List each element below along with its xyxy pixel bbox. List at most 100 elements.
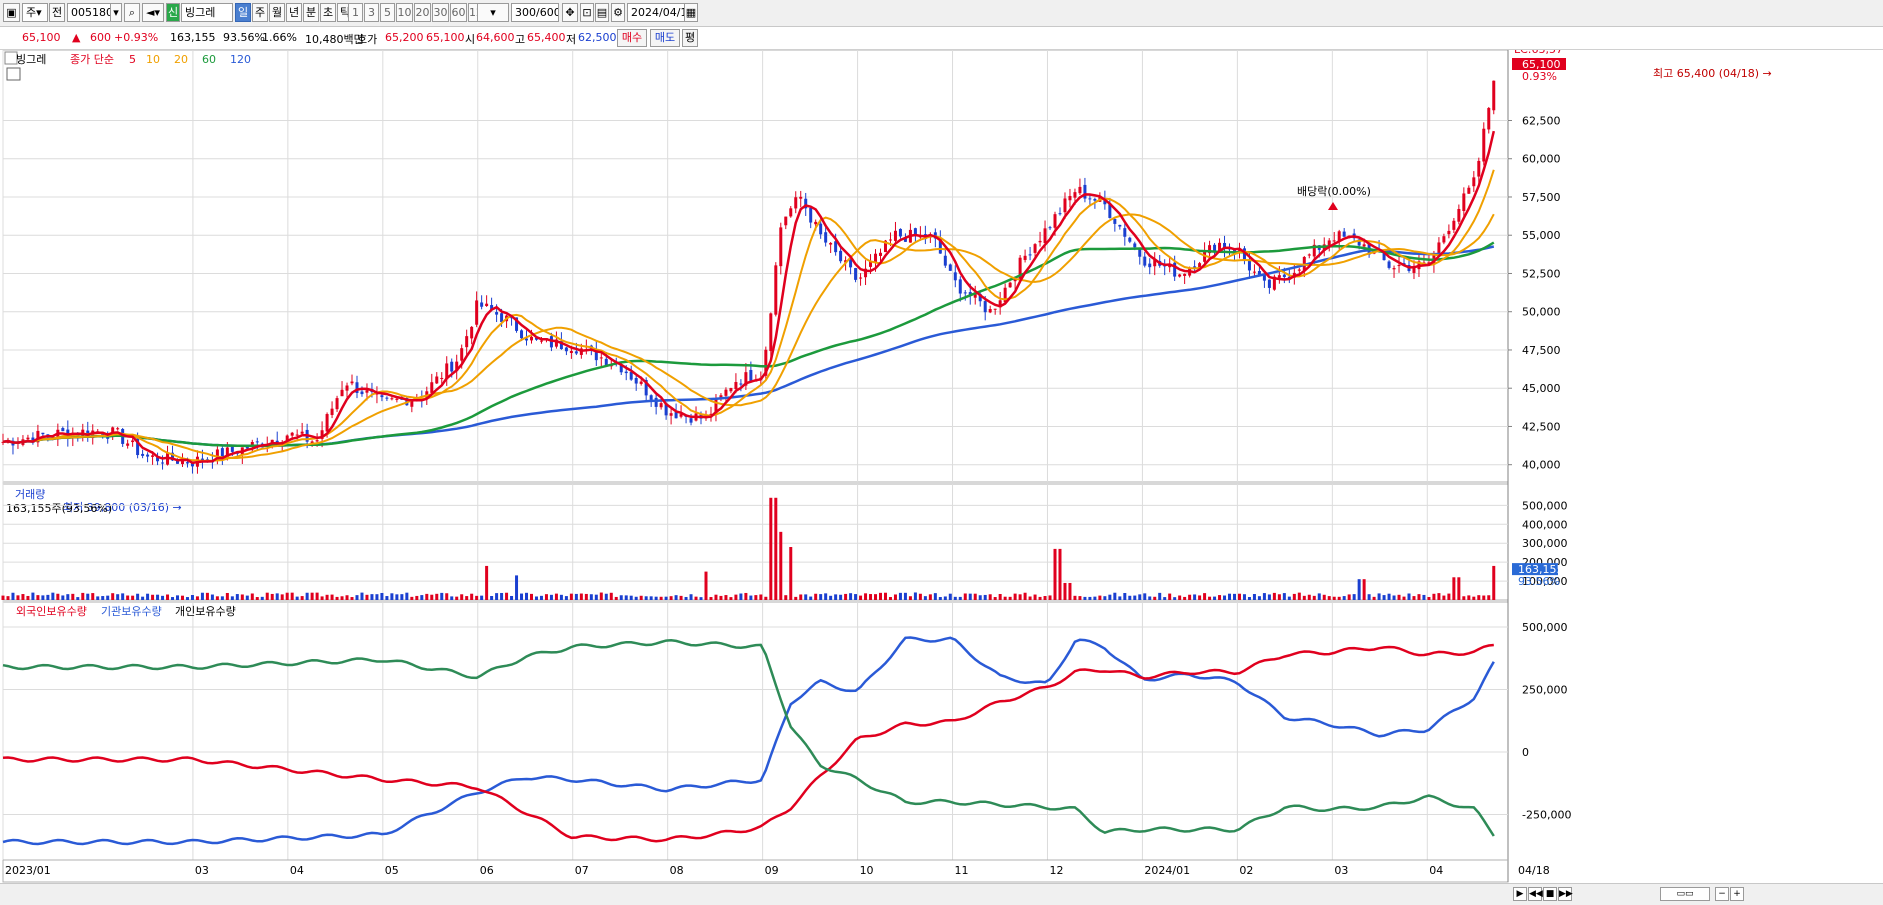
- candle-body: [1452, 220, 1456, 230]
- count-input[interactable]: 300/600: [511, 3, 559, 22]
- candle-body: [1043, 228, 1047, 244]
- buy-button[interactable]: 매수: [617, 29, 647, 47]
- y-tick-label: 55,000: [1522, 229, 1561, 242]
- chart-area[interactable]: 2023/01 03 04 05 06 07 08 09 10 11 12 2024/01 02 03 04…: [0, 50, 1883, 883]
- volume-bar: [729, 597, 733, 600]
- stock-code-input[interactable]: 005180: [67, 3, 122, 22]
- zoom-slider[interactable]: ▭▭: [1660, 887, 1710, 901]
- volume-bar: [500, 592, 504, 600]
- x-tick-label: 09: [765, 864, 779, 877]
- jeon-button[interactable]: 전: [49, 3, 65, 22]
- volume-bar: [549, 594, 553, 600]
- candle-body: [176, 460, 180, 464]
- minute-unit-4[interactable]: 20: [414, 3, 431, 22]
- change-percent: +0.93%: [114, 31, 159, 44]
- chart-tool-icon[interactable]: ✥: [562, 3, 578, 22]
- volume-bar: [923, 596, 927, 600]
- candle-body: [335, 398, 339, 410]
- volume-bar: [295, 596, 299, 600]
- settings-icon[interactable]: ⚙: [611, 3, 625, 22]
- candle-body: [255, 441, 259, 443]
- volume-bar: [220, 596, 224, 600]
- first-page-icon[interactable]: ▶: [1513, 887, 1527, 901]
- candle-body: [475, 300, 479, 325]
- volume-bar: [953, 596, 957, 600]
- unit-dropdown[interactable]: ▾: [477, 3, 509, 22]
- date-input[interactable]: 2024/04/18: [627, 3, 685, 22]
- candle-body: [1342, 231, 1346, 237]
- period-tab-0[interactable]: 일: [235, 3, 251, 22]
- period-tab-4[interactable]: 분: [303, 3, 319, 22]
- investor-y-tick: 250,000: [1522, 684, 1568, 697]
- volume-bar: [1377, 593, 1381, 600]
- legend-item: 5: [129, 53, 136, 66]
- candle-body: [849, 259, 853, 268]
- zoom-in-icon[interactable]: +: [1730, 887, 1744, 901]
- bottom-bar: ▶ ◀◀ ■ ▶▶ ▭▭ − +: [0, 883, 1883, 905]
- volume-bar: [385, 596, 389, 600]
- save-icon[interactable]: ▤: [595, 3, 609, 22]
- sell-button[interactable]: 매도: [650, 29, 680, 47]
- layout-icon[interactable]: ▣: [3, 3, 20, 22]
- volume-bar: [1013, 593, 1017, 600]
- candle-body: [1143, 256, 1147, 266]
- candle-body: [634, 377, 638, 384]
- candle-body: [375, 393, 379, 395]
- search-icon[interactable]: ⌕: [124, 3, 140, 22]
- sound-icon[interactable]: ◄▾: [142, 3, 164, 22]
- candle-body: [744, 372, 748, 386]
- prev-page-icon[interactable]: ◀◀: [1528, 887, 1543, 901]
- code-dropdown-icon[interactable]: ▾: [110, 3, 122, 22]
- minute-unit-2[interactable]: 5: [380, 3, 395, 22]
- market-select[interactable]: 주▾: [22, 3, 48, 22]
- volume-bar: [544, 594, 548, 600]
- volume-bar: [370, 594, 374, 600]
- calendar-icon[interactable]: ▦: [684, 3, 698, 22]
- period-tab-3[interactable]: 년: [286, 3, 302, 22]
- eval-button[interactable]: 평: [682, 29, 698, 47]
- minute-unit-5[interactable]: 30: [432, 3, 449, 22]
- volume-bar: [76, 597, 80, 600]
- volume-bar: [1272, 592, 1276, 600]
- low-label: 저: [566, 33, 577, 46]
- volume-bar: [480, 595, 484, 600]
- volume-bar: [66, 594, 70, 600]
- volume-bar: [375, 594, 379, 600]
- volume-bar: [893, 594, 897, 600]
- candle-body: [749, 369, 753, 382]
- grid-toggle-icon: [6, 67, 21, 81]
- next-page-icon[interactable]: ▶▶: [1558, 887, 1573, 901]
- stop-icon[interactable]: ■: [1543, 887, 1557, 901]
- minute-unit-1[interactable]: 3: [364, 3, 379, 22]
- volume-bar: [1188, 594, 1192, 600]
- period-tab-2[interactable]: 월: [269, 3, 285, 22]
- zoom-out-icon[interactable]: −: [1715, 887, 1729, 901]
- candle-body: [1058, 213, 1062, 215]
- volume-bar: [988, 594, 992, 600]
- candle-body: [958, 279, 962, 294]
- volume-bar: [215, 596, 219, 600]
- volume-bar: [171, 597, 175, 600]
- minute-unit-0[interactable]: 1: [348, 3, 363, 22]
- volume-bar: [121, 593, 125, 600]
- minute-unit-6[interactable]: 60: [450, 3, 467, 22]
- period-tab-1[interactable]: 주: [252, 3, 268, 22]
- candle-body: [495, 312, 499, 315]
- lock-icon[interactable]: ⊡: [580, 3, 594, 22]
- period-tab-5[interactable]: 초: [320, 3, 336, 22]
- volume-bar: [1287, 596, 1291, 600]
- volume-bar: [425, 593, 429, 600]
- volume-bar: [584, 593, 588, 600]
- volume-bar: [450, 596, 454, 600]
- minute-unit-3[interactable]: 10: [396, 3, 413, 22]
- volume-bar: [764, 596, 768, 600]
- volume-bar: [11, 592, 15, 600]
- volume-bar: [141, 596, 145, 600]
- volume-bar: [869, 594, 873, 600]
- candle-body: [515, 317, 519, 331]
- stock-name[interactable]: 빙그레: [181, 3, 233, 22]
- candle-body: [1387, 261, 1391, 268]
- candle-body: [116, 428, 120, 430]
- candle-body: [180, 459, 184, 465]
- volume-bar: [1198, 595, 1202, 600]
